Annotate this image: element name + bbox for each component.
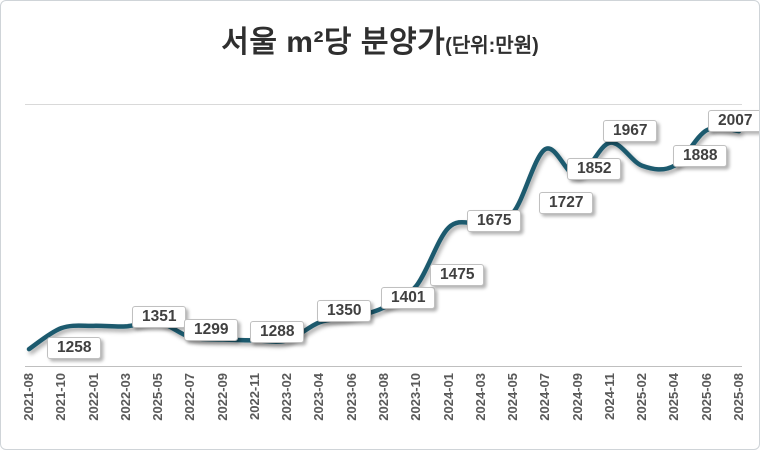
chart-title-unit: (단위:만원)	[445, 35, 539, 57]
chart-title: 서울 m²당 분양가(단위:만원)	[1, 17, 759, 61]
chart-title-main: 서울 m²당 분양가	[221, 26, 446, 59]
